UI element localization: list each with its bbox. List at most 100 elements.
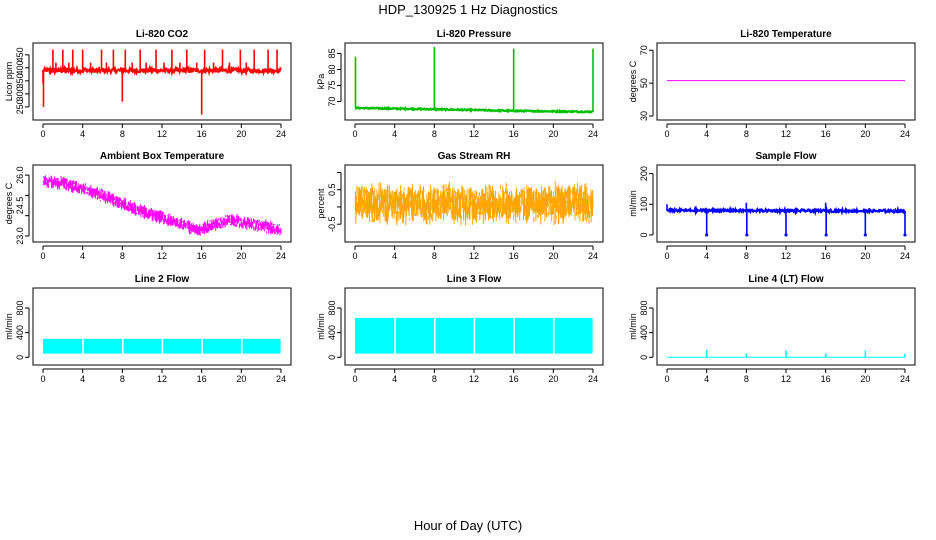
y-tick-label: 450 [15, 47, 25, 62]
x-tick-label: 12 [157, 374, 167, 384]
x-tick-label: 4 [80, 251, 85, 261]
panel-title: Sample Flow [755, 151, 816, 162]
panel-licor_temp: Li-820 Temperature degrees C 0 4 8 12 16 20 24 30… [628, 29, 916, 139]
y-tick-label: 26.0 [15, 166, 25, 184]
x-tick-label: 16 [509, 374, 519, 384]
x-axis: 0 4 8 12 16 20 24 [352, 245, 598, 261]
x-tick-label: 0 [664, 251, 669, 261]
x-tick-label: 20 [860, 374, 870, 384]
x-tick-label: 0 [352, 374, 357, 384]
y-tick-label: 23.0 [15, 227, 25, 245]
x-axis: 0 4 8 12 16 20 24 [352, 368, 598, 384]
y-axis: 0 100 200 [639, 166, 654, 237]
plot-frame [656, 164, 916, 243]
y-axis: 0 400 800 [639, 301, 654, 360]
panel-sample_flow: Sample Flow ml/min 0 4 8 12 16 20 24 0 100 200 [628, 151, 916, 261]
spike-dot [784, 233, 788, 237]
x-tick-label: 12 [781, 374, 791, 384]
x-tick-label: 8 [432, 129, 437, 139]
y-tick-label: 400 [327, 325, 337, 340]
x-tick-label: 8 [120, 129, 125, 139]
x-axis: 0 4 8 12 16 20 24 [40, 245, 286, 261]
x-tick-label: 24 [900, 129, 910, 139]
flow-block [202, 338, 241, 354]
x-tick-label: 0 [664, 129, 669, 139]
plot-frame [344, 287, 604, 366]
y-tick-label: 0.5 [327, 183, 337, 196]
y-tick-label: -0.5 [327, 216, 337, 232]
x-tick-label: 16 [509, 251, 519, 261]
x-tick-label: 8 [744, 374, 749, 384]
y-axis: 0 400 800 [15, 301, 30, 360]
y-tick-label: 50 [639, 78, 649, 88]
panel-line2_flow: Line 2 Flow ml/min 0 4 8 12 16 20 24 0 400 800 [4, 274, 292, 384]
plot-frame [344, 42, 604, 121]
y-tick-label: 75 [327, 81, 337, 91]
plot-frame [32, 42, 292, 121]
x-tick-label: 24 [588, 251, 598, 261]
figure-xlabel: Hour of Day (UTC) [413, 518, 523, 533]
y-tick-label: 0 [15, 355, 25, 360]
y-tick-label: 30 [639, 111, 649, 121]
y-axis: -0.5 0.5 [327, 171, 342, 232]
x-tick-label: 0 [40, 374, 45, 384]
y-axis-label: degrees C [4, 182, 14, 224]
x-tick-label: 8 [120, 374, 125, 384]
x-tick-label: 20 [548, 251, 558, 261]
x-tick-label: 20 [548, 129, 558, 139]
x-tick-label: 16 [197, 129, 207, 139]
x-tick-label: 4 [392, 251, 397, 261]
x-tick-label: 20 [236, 129, 246, 139]
series-line4_flow [667, 349, 906, 358]
y-tick-label: 800 [327, 301, 337, 316]
series-box_temp [42, 174, 282, 236]
y-tick-label: 300 [15, 86, 25, 101]
y-tick-label: 70 [639, 45, 649, 55]
x-axis: 0 4 8 12 16 20 24 [40, 368, 286, 384]
y-axis: 30 50 70 [639, 45, 654, 121]
y-tick-label: 400 [639, 325, 649, 340]
plot-frame [32, 287, 292, 366]
panel-title: Line 4 (LT) Flow [748, 274, 824, 285]
x-axis: 0 4 8 12 16 20 24 [664, 245, 910, 261]
panel-title: Ambient Box Temperature [100, 151, 225, 162]
y-axis-label: ml/min [628, 313, 638, 340]
x-axis: 0 4 8 12 16 20 24 [664, 368, 910, 384]
y-tick-label: 800 [15, 301, 25, 316]
panel-line3_flow: Line 3 Flow ml/min 0 4 8 12 16 20 24 0 400 800 [316, 274, 604, 384]
x-tick-label: 24 [588, 374, 598, 384]
series-sample_flow [666, 202, 907, 237]
flow-block [163, 338, 202, 354]
x-tick-label: 16 [821, 251, 831, 261]
x-tick-label: 12 [469, 251, 479, 261]
x-tick-label: 20 [236, 374, 246, 384]
y-tick-label: 24.5 [15, 197, 25, 215]
x-tick-label: 4 [704, 251, 709, 261]
series-rh [354, 180, 594, 226]
panel-rh: Gas Stream RH percent 0 4 8 12 16 20 24 -0.5 0.5 [316, 151, 604, 261]
plot-frame [344, 164, 604, 243]
spike-dot [903, 233, 907, 237]
x-tick-label: 12 [157, 251, 167, 261]
flow-block [83, 338, 122, 354]
panel-title: Li-820 Pressure [437, 29, 512, 40]
y-axis: 0 400 800 [327, 301, 342, 360]
x-axis: 0 4 8 12 16 20 24 [40, 123, 286, 139]
spike-dot [705, 233, 709, 237]
x-tick-label: 0 [40, 129, 45, 139]
panel-title: Li-820 Temperature [740, 29, 832, 40]
y-tick-label: 200 [639, 166, 649, 181]
x-tick-label: 8 [120, 251, 125, 261]
y-tick-label: 100 [639, 197, 649, 212]
flow-block [514, 317, 553, 354]
panel-title: Li-820 CO2 [136, 29, 189, 40]
x-tick-label: 12 [469, 129, 479, 139]
x-tick-label: 8 [432, 374, 437, 384]
x-tick-label: 4 [392, 374, 397, 384]
y-tick-label: 80 [327, 64, 337, 74]
flow-block [355, 317, 395, 354]
spike-dot [863, 233, 867, 237]
y-tick-label: 85 [327, 48, 337, 58]
flow-block [123, 338, 162, 354]
y-tick-label: 350 [15, 73, 25, 88]
